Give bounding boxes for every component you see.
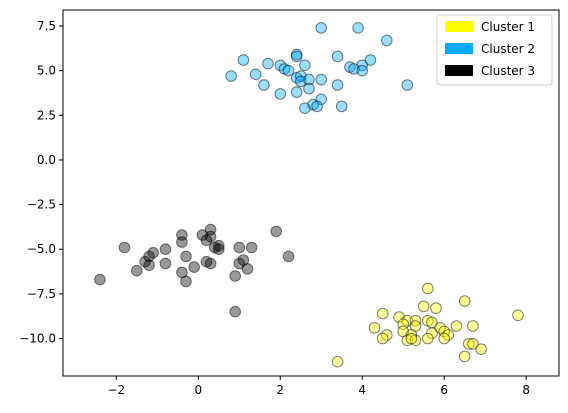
- y-tick-label: 7.5: [37, 19, 56, 33]
- legend-swatch-cluster-1: [445, 21, 473, 32]
- y-tick-label: −2.5: [27, 198, 56, 212]
- series-cluster-1: [331, 282, 524, 368]
- data-point: [213, 239, 225, 252]
- data-point: [229, 305, 241, 318]
- data-point: [237, 54, 250, 66]
- data-point: [417, 300, 430, 313]
- data-point: [94, 273, 106, 286]
- legend-label-cluster-1: Cluster 1: [481, 20, 535, 34]
- legend: Cluster 1 Cluster 2 Cluster 3: [436, 14, 553, 86]
- data-point: [430, 302, 442, 315]
- data-point: [331, 79, 344, 91]
- x-tick-label: 8: [522, 383, 530, 397]
- data-point: [180, 275, 192, 288]
- y-tick-label: −5.0: [27, 242, 56, 256]
- legend-entry-cluster-2: Cluster 2: [445, 42, 535, 56]
- data-point: [204, 257, 217, 270]
- data-point: [241, 263, 254, 275]
- data-point: [475, 343, 487, 356]
- data-point: [463, 338, 475, 350]
- data-point: [356, 64, 369, 77]
- legend-swatch-cluster-2: [445, 43, 473, 54]
- data-point: [258, 79, 270, 91]
- data-point: [458, 295, 471, 307]
- y-tick-label: 0.0: [37, 153, 56, 167]
- y-tick-label: 5.0: [37, 64, 56, 78]
- data-point: [303, 73, 315, 86]
- data-point: [405, 332, 418, 345]
- y-tick-label: −7.5: [27, 287, 56, 301]
- legend-entry-cluster-1: Cluster 1: [445, 20, 535, 34]
- data-point: [303, 82, 315, 95]
- data-point: [245, 241, 258, 254]
- data-point: [331, 355, 344, 368]
- data-point: [290, 50, 303, 63]
- data-point: [299, 102, 311, 114]
- legend-swatch-cluster-3: [445, 65, 473, 76]
- x-tick-label: 0: [194, 383, 202, 397]
- data-point: [233, 241, 246, 254]
- x-tick-label: −2: [107, 383, 125, 397]
- series-cluster-3: [94, 223, 295, 318]
- data-point: [335, 100, 348, 113]
- y-axis: −10.0 −7.5 −5.0 −2.5 0.0 2.5 5.0 7.5: [19, 19, 63, 346]
- data-point: [229, 270, 241, 282]
- data-point: [512, 309, 524, 322]
- data-point: [364, 54, 377, 66]
- data-point: [159, 257, 172, 270]
- data-point: [118, 241, 131, 254]
- legend-label-cluster-3: Cluster 3: [481, 64, 535, 78]
- data-point: [131, 264, 143, 277]
- data-point: [401, 79, 414, 91]
- data-point: [352, 22, 364, 34]
- data-point: [368, 322, 381, 334]
- data-point: [311, 100, 323, 113]
- series-cluster-2: [225, 22, 414, 114]
- data-point: [290, 86, 303, 98]
- data-point: [422, 332, 434, 345]
- data-point: [467, 338, 479, 350]
- data-point: [458, 350, 471, 363]
- data-point: [315, 22, 328, 34]
- y-tick-label: −10.0: [19, 332, 56, 346]
- data-point: [249, 68, 262, 81]
- data-point: [315, 93, 328, 106]
- data-point: [381, 34, 393, 47]
- data-point: [270, 225, 283, 238]
- data-point: [376, 332, 389, 345]
- data-point: [262, 57, 274, 70]
- data-point: [188, 261, 200, 273]
- data-point: [225, 70, 237, 82]
- y-tick-label: 2.5: [37, 108, 56, 122]
- x-tick-label: 4: [358, 383, 366, 397]
- data-point: [450, 320, 463, 332]
- data-point: [282, 250, 295, 263]
- plot-frame: [62, 9, 560, 377]
- x-tick-label: 2: [276, 383, 284, 397]
- data-point: [467, 320, 479, 332]
- data-point: [315, 73, 328, 86]
- data-point: [233, 257, 246, 270]
- data-point: [143, 259, 155, 272]
- data-point: [376, 307, 389, 320]
- data-point: [176, 236, 188, 248]
- data-point: [422, 282, 434, 295]
- plot-points: [94, 22, 524, 368]
- data-point: [438, 332, 451, 345]
- data-point: [299, 59, 311, 72]
- x-axis: −2 0 2 4 6 8: [107, 376, 530, 397]
- data-point: [331, 50, 344, 63]
- legend-label-cluster-2: Cluster 2: [481, 42, 535, 56]
- data-point: [213, 243, 225, 255]
- legend-entry-cluster-3: Cluster 3: [445, 64, 535, 78]
- data-point: [180, 250, 192, 263]
- data-point: [282, 64, 295, 77]
- x-tick-label: 6: [440, 383, 448, 397]
- data-point: [274, 88, 287, 100]
- data-point: [204, 230, 217, 243]
- data-point: [159, 243, 172, 255]
